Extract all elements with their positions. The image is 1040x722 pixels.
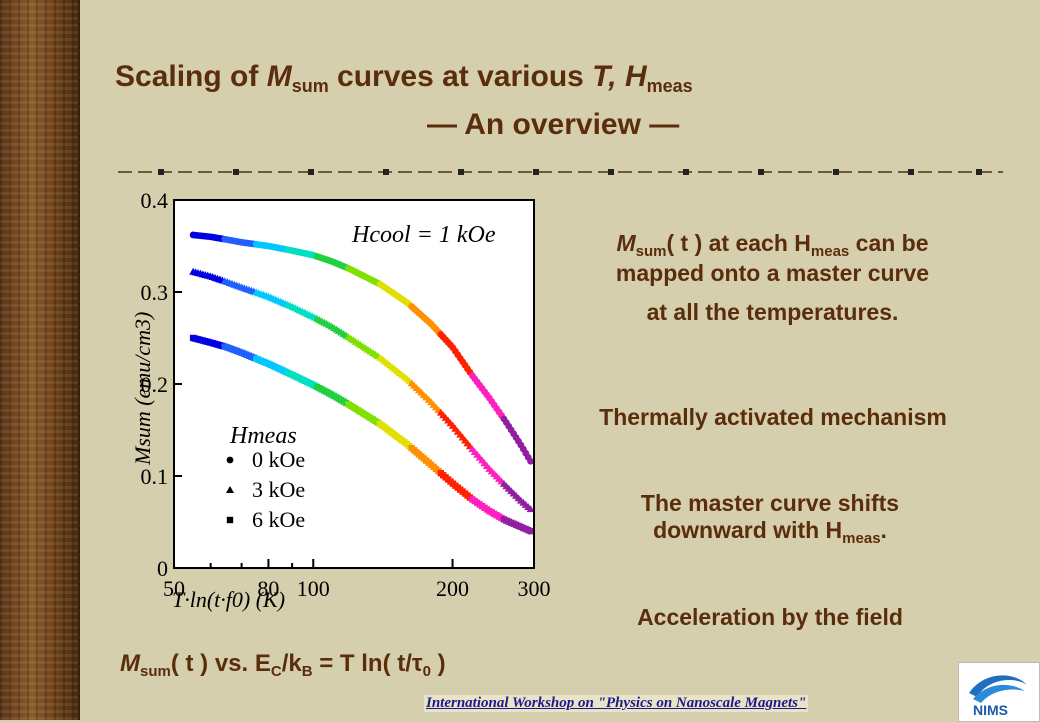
- x-tick-label: 200: [436, 576, 469, 601]
- nims-logo: NIMS: [958, 662, 1040, 722]
- legend-entry: 3 kOe: [252, 477, 305, 502]
- y-tick-label: 0.4: [141, 188, 169, 213]
- y-tick-label: 0.2: [141, 372, 169, 397]
- legend-entry: 0 kOe: [252, 447, 305, 472]
- legend-entry: 6 kOe: [252, 507, 305, 532]
- legend-marker: [226, 456, 234, 464]
- legend-marker: [226, 486, 234, 493]
- x-tick-label: 50: [163, 576, 185, 601]
- x-axis-ticks: 50 80 100 200 300: [163, 559, 551, 601]
- note-acceleration: Acceleration by the field: [637, 604, 903, 630]
- footer-workshop-link[interactable]: International Workshop on "Physics on Na…: [424, 695, 809, 712]
- y-tick-label: 0: [157, 556, 168, 581]
- msum-scaling-chart: 0 0.1 0.2 0.3 0.4 50 80 100 200 300 Hcool = 1 kO…: [130, 188, 551, 612]
- x-axis-label: T·ln(t·f0) (K): [172, 587, 285, 612]
- title-line-1: Scaling of Msum curves at various T, Hme…: [115, 60, 693, 96]
- data-point: [527, 528, 534, 535]
- note-mapped-line1: Msum( t ) at each Hmeas can be: [616, 230, 929, 260]
- plot-area: [174, 200, 534, 568]
- series-6-kOe: [189, 334, 534, 535]
- wood-sidebar: [0, 0, 80, 720]
- note-mapped: Msum( t ) at each Hmeas can be mapped on…: [540, 230, 1005, 326]
- dashed-divider: [118, 169, 1003, 175]
- x-tick-label: 100: [297, 576, 330, 601]
- x-tick-label: 300: [518, 576, 551, 601]
- y-tick-label: 0.1: [141, 464, 169, 489]
- data-series: [189, 231, 535, 535]
- note-mapped-line2: mapped onto a master curve: [615, 260, 930, 286]
- note-thermal: Thermally activated mechanism: [599, 404, 947, 430]
- hcool-annotation: Hcool = 1 kOe: [351, 222, 496, 248]
- note-shift-line1: The master curve shifts: [640, 490, 900, 516]
- x-tick-label: 80: [257, 576, 279, 601]
- note-mapped-line3: at all the temperatures.: [646, 299, 899, 325]
- y-tick-label: 0.3: [141, 280, 169, 305]
- title-line-2: — An overview —: [427, 108, 680, 141]
- legend-marker: [226, 516, 234, 524]
- note-shift: The master curve shifts downward with Hm…: [560, 490, 980, 547]
- note-shift-line2: downward with Hmeas.: [653, 517, 887, 547]
- plot-frame: [173, 199, 535, 569]
- series-0-kOe: [189, 231, 535, 465]
- data-point: [526, 505, 535, 513]
- legend: 0 kOe 3 kOe 6 kOe: [226, 447, 305, 532]
- data-point: [527, 457, 535, 465]
- y-axis-label: Msum (emu/cm3): [130, 312, 155, 466]
- formula-caption: Msum( t ) vs. EC/kB = T ln( t/τ0 ): [120, 650, 446, 680]
- legend-title: Hmeas: [229, 423, 297, 449]
- logo-text: NIMS: [973, 702, 1008, 718]
- series-3-kOe: [189, 267, 535, 513]
